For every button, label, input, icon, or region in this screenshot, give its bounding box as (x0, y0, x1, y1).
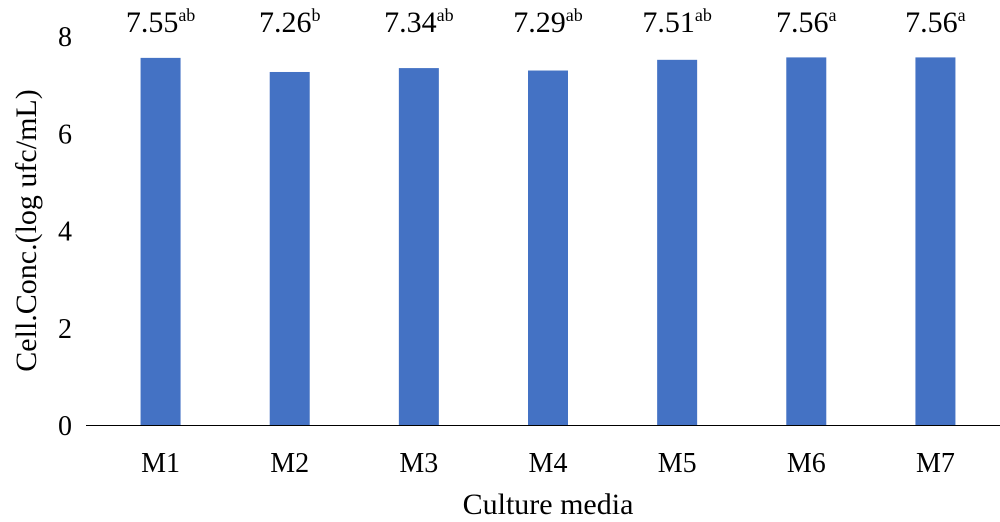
y-tick-label: 0 (58, 411, 72, 442)
x-tick-label-m7: M7 (916, 448, 955, 479)
significance-letter: a (958, 5, 966, 25)
x-tick-label-m5: M5 (658, 448, 697, 479)
data-label-value: 7.26 (259, 6, 312, 39)
significance-letter: b (311, 5, 320, 25)
data-label-value: 7.51 (642, 6, 695, 39)
data-label-m6: 7.56a (776, 5, 837, 39)
bar-m4 (528, 70, 568, 426)
x-tick-label-m3: M3 (399, 448, 438, 479)
x-tick-label-m4: M4 (529, 448, 568, 479)
significance-letter: ab (566, 5, 583, 25)
y-tick-label: 6 (58, 119, 72, 150)
bar-m7 (915, 57, 956, 426)
y-tick-label: 8 (58, 22, 72, 53)
y-axis-title: Cell.Conc.(log ufc/mL) (10, 89, 43, 371)
x-tick-label-m2: M2 (270, 448, 309, 479)
bar-m2 (269, 71, 310, 426)
data-label-m4: 7.29ab (513, 5, 583, 39)
y-tick-label: 4 (58, 217, 72, 248)
x-tick-label-m1: M1 (141, 448, 180, 479)
data-label-value: 7.55 (126, 6, 179, 39)
data-label-value: 7.34 (384, 6, 437, 39)
x-tick-label-m6: M6 (787, 448, 826, 479)
data-label-value: 7.56 (776, 6, 829, 39)
x-axis-title: Culture media (463, 488, 634, 521)
data-label-m1: 7.55ab (126, 5, 196, 39)
data-labels: 7.55ab 7.26b 7.34ab 7.29ab 7.51ab 7.56a 7.56a (126, 5, 966, 39)
data-label-value: 7.56 (905, 6, 958, 39)
y-tick-label: 2 (58, 314, 72, 345)
data-label-m3: 7.34ab (384, 5, 454, 39)
bar-m6 (786, 57, 827, 426)
bar-m1 (140, 57, 181, 425)
significance-letter: ab (178, 5, 195, 25)
x-axis-ticks: M1 M2 M3 M4 M5 M6 M7 (141, 448, 955, 479)
bar-m3 (398, 68, 439, 425)
data-label-m5: 7.51ab (642, 5, 712, 39)
y-axis-ticks: 0 2 4 6 8 (58, 22, 72, 442)
data-label-value: 7.29 (513, 6, 566, 39)
data-label-m2: 7.26b (259, 5, 321, 39)
bar-m5 (657, 59, 698, 426)
significance-letter: ab (695, 5, 712, 25)
significance-letter: a (829, 5, 837, 25)
bars (140, 57, 956, 426)
data-label-m7: 7.56a (905, 5, 966, 39)
significance-letter: ab (437, 5, 454, 25)
